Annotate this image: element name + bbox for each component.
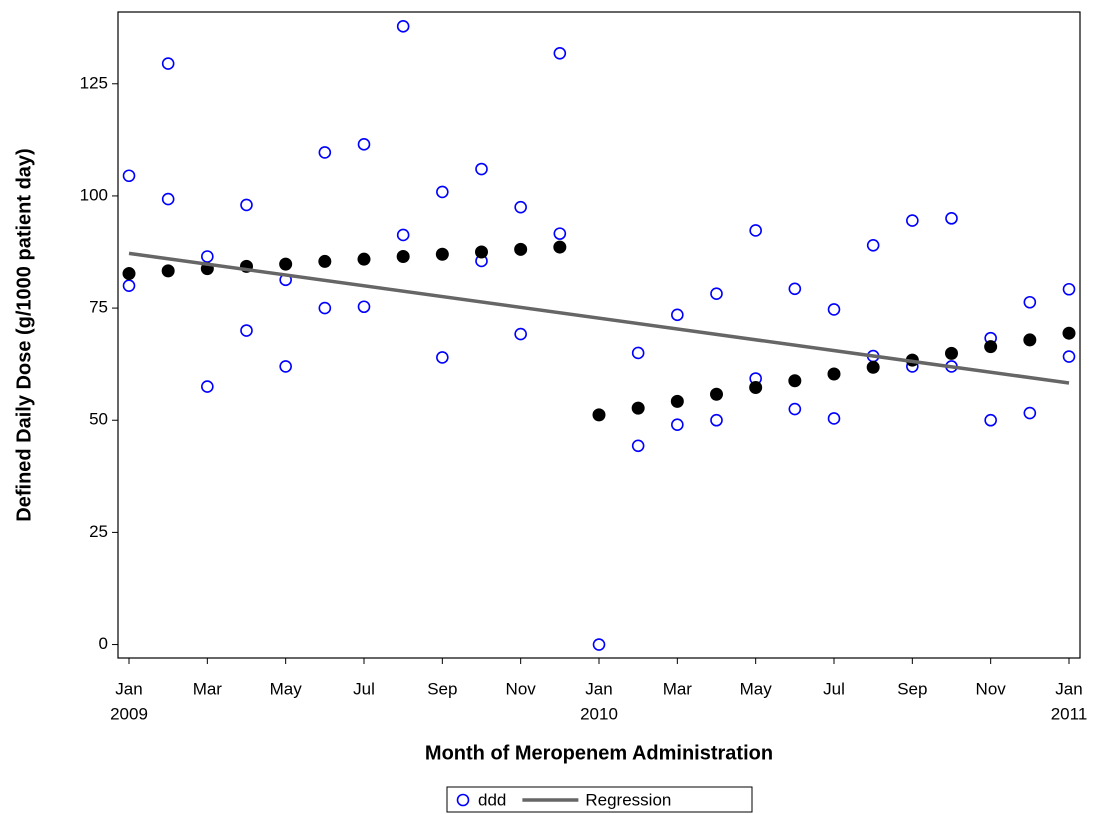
ddd-point [827, 303, 841, 316]
y-tick-label: 75 [89, 298, 108, 317]
fitted-point [945, 346, 958, 360]
ddd-point [906, 214, 919, 227]
ddd-point [318, 301, 332, 315]
ddd-point [788, 282, 802, 296]
fitted-point [553, 240, 567, 254]
ddd-point [396, 228, 410, 242]
x-tick-label: Mar [193, 679, 223, 698]
y-tick-label: 50 [89, 410, 108, 429]
ddd-point [161, 57, 175, 70]
fitted-point [396, 249, 410, 263]
fitted-point [1023, 333, 1037, 347]
ddd-point [240, 324, 253, 337]
ddd-point [788, 402, 802, 416]
ddd-point [671, 308, 684, 322]
fitted-point [279, 257, 293, 271]
fitted-point [827, 367, 841, 381]
fitted-point [592, 408, 606, 422]
fitted-point [435, 247, 449, 261]
y-tick-label: 25 [89, 522, 108, 541]
ddd-point [318, 146, 332, 159]
fitted-point [984, 340, 998, 354]
ddd-point [631, 346, 645, 360]
x-tick-label: Jul [823, 679, 845, 698]
x-tick-label: Jul [353, 679, 375, 698]
ddd-point [396, 20, 410, 33]
ddd-point [553, 227, 567, 240]
ddd-point [984, 413, 997, 427]
ddd-point [945, 212, 958, 225]
fitted-point [318, 254, 332, 268]
x-tick-label: Nov [976, 679, 1007, 698]
fitted-point [710, 387, 723, 401]
x-tick-label: Nov [506, 679, 537, 698]
ddd-point [553, 46, 567, 60]
x-tick-label: Sep [427, 679, 457, 698]
x-tick-label: Jan [115, 679, 142, 698]
ddd-point [357, 138, 371, 151]
ddd-point [671, 418, 684, 432]
ddd-point [1062, 282, 1076, 296]
ddd-point [1023, 295, 1037, 309]
ddd-point [279, 360, 292, 373]
y-tick-label: 0 [99, 634, 108, 653]
legend-frame [446, 786, 753, 813]
ddd-point [122, 169, 136, 183]
fitted-point [749, 380, 763, 394]
fitted-point [514, 242, 528, 256]
x-tick-label: 2010 [580, 704, 618, 723]
fitted-point [670, 394, 684, 408]
y-axis-title: Defined Daily Dose (g/1000 patient day) [13, 148, 35, 521]
ddd-point [475, 162, 488, 176]
ddd-point [749, 224, 762, 237]
ddd-point [514, 200, 527, 214]
fitted-point [161, 264, 175, 278]
ddd-point [240, 198, 253, 212]
legend-swatch [456, 793, 470, 807]
x-tick-label: Mar [663, 679, 693, 698]
x-tick-label: May [740, 679, 773, 698]
x-tick-label: 2011 [1051, 704, 1088, 723]
ddd-point [201, 380, 214, 393]
fitted-point [357, 252, 371, 266]
x-tick-label: Jan [1055, 679, 1082, 698]
ddd-point [827, 412, 841, 425]
ddd-point [710, 413, 723, 427]
fitted-point [788, 374, 802, 388]
plot-frame [117, 11, 1081, 659]
ddd-point [201, 250, 214, 263]
ddd-point [436, 351, 449, 364]
y-tick-label: 125 [80, 73, 108, 92]
ddd-point [1062, 350, 1076, 363]
legend-label: ddd [478, 790, 506, 809]
ddd-point [122, 279, 136, 292]
fitted-point [866, 360, 880, 374]
fitted-point [1062, 326, 1076, 340]
ddd-point [514, 327, 527, 341]
ddd-point [710, 287, 723, 301]
x-axis-title: Month of Meropenem Administration [425, 742, 773, 764]
y-tick-label: 100 [80, 185, 108, 204]
x-tick-label: 2009 [110, 704, 148, 723]
fitted-point [122, 267, 136, 281]
ddd-point [436, 185, 449, 199]
ddd-point [161, 192, 175, 206]
ddd-point [592, 638, 606, 651]
ddd-point [631, 439, 645, 453]
regression-line [128, 251, 1070, 385]
fitted-point [475, 245, 488, 259]
x-tick-label: Jan [585, 679, 612, 698]
ddd-point [357, 300, 371, 314]
legend-label: Regression [585, 790, 671, 809]
ddd-point [1023, 406, 1037, 420]
fitted-point [631, 401, 645, 415]
x-tick-label: Sep [897, 679, 927, 698]
x-tick-label: May [270, 679, 303, 698]
ddd-point [866, 238, 880, 252]
